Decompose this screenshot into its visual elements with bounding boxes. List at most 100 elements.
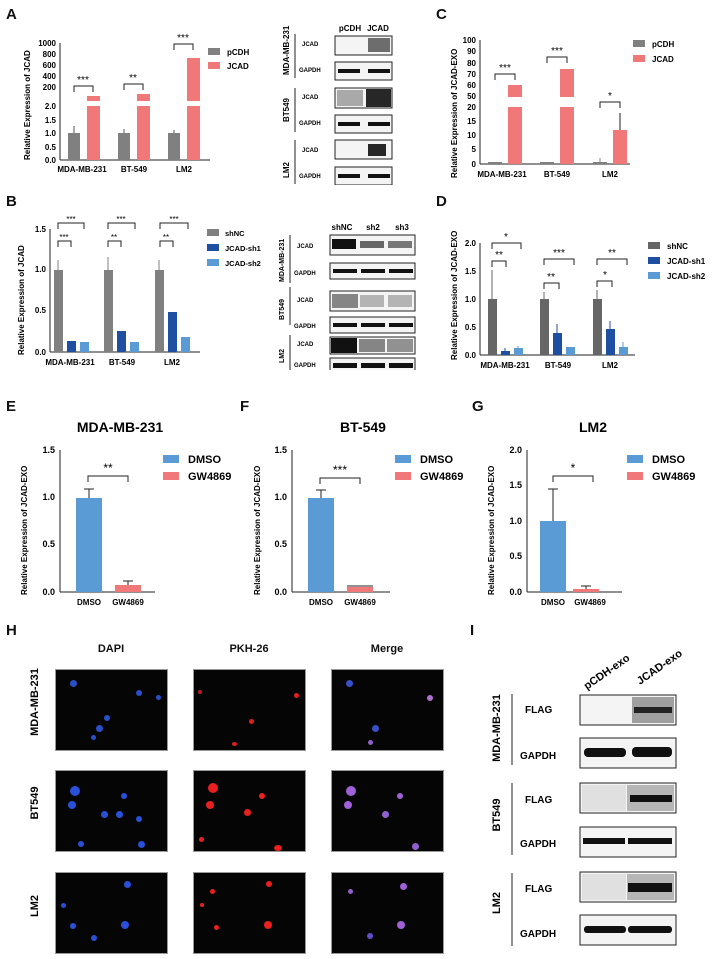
svg-text:***: *** — [77, 75, 89, 86]
chart-d: Relative Expression of JCAD-EXO 2.0 1.5 1.… — [450, 231, 706, 370]
svg-text:0.5: 0.5 — [35, 306, 47, 315]
svg-text:800: 800 — [43, 50, 57, 59]
micrograph-merge-lm2 — [331, 872, 444, 954]
svg-text:DMSO: DMSO — [420, 454, 453, 466]
svg-text:***: *** — [499, 63, 511, 74]
svg-text:LM2: LM2 — [602, 361, 619, 370]
svg-text:JCAD: JCAD — [297, 342, 314, 348]
svg-text:JCAD: JCAD — [302, 95, 319, 101]
svg-text:JCAD: JCAD — [367, 24, 389, 33]
svg-text:BT-549: BT-549 — [545, 361, 572, 370]
svg-text:GAPDH: GAPDH — [294, 363, 316, 369]
panel-g-letter: G — [472, 398, 484, 415]
panel-h-letter: H — [6, 622, 17, 639]
svg-text:JCAD: JCAD — [297, 298, 314, 304]
svg-text:DMSO: DMSO — [77, 598, 101, 605]
svg-text:MDA-MB-231: MDA-MB-231 — [491, 694, 503, 762]
micrograph-pkh26-lm2 — [193, 872, 306, 954]
chart-c: Relative Expression of JCAD-EXO 10090807… — [450, 36, 674, 179]
svg-text:60: 60 — [467, 81, 476, 90]
svg-text:GAPDH: GAPDH — [299, 121, 321, 127]
svg-text:80: 80 — [467, 59, 476, 68]
svg-text:pCDH: pCDH — [339, 24, 361, 33]
svg-text:1.0: 1.0 — [509, 516, 522, 526]
chart-f: BT-549 Relative Expression of JCAD-EXO 1… — [253, 419, 463, 605]
panel-c-letter: C — [436, 6, 447, 23]
svg-text:20: 20 — [467, 103, 476, 112]
h-row-labels: MDA-MB-231 BT549 LM2 — [29, 668, 41, 917]
svg-text:pCDH-exo: pCDH-exo — [582, 652, 633, 692]
svg-text:JCAD: JCAD — [227, 62, 249, 71]
svg-text:70: 70 — [467, 70, 476, 79]
svg-text:Relative Expression of JCAD-EX: Relative Expression of JCAD-EXO — [450, 231, 459, 360]
svg-text:LM2: LM2 — [602, 170, 619, 179]
svg-text:5: 5 — [472, 145, 477, 154]
svg-text:BT-549: BT-549 — [544, 170, 571, 179]
svg-text:1.0: 1.0 — [45, 129, 57, 138]
svg-text:Relative Expression of JCAD-EX: Relative Expression of JCAD-EXO — [487, 466, 496, 595]
svg-text:50: 50 — [467, 92, 476, 101]
svg-text:GW4869: GW4869 — [574, 598, 606, 605]
svg-text:Relative Expression of JCAD-EX: Relative Expression of JCAD-EXO — [20, 466, 29, 595]
svg-text:LM2: LM2 — [279, 349, 286, 363]
svg-text:15: 15 — [467, 117, 476, 126]
micrograph-dapi-bt549 — [55, 770, 168, 852]
svg-text:*: * — [571, 461, 576, 475]
svg-text:2.0: 2.0 — [45, 102, 57, 111]
svg-text:200: 200 — [43, 83, 57, 92]
svg-text:1.5: 1.5 — [509, 480, 522, 490]
svg-text:GW4869: GW4869 — [420, 471, 463, 483]
svg-text:0.5: 0.5 — [509, 551, 522, 561]
svg-text:GAPDH: GAPDH — [299, 68, 321, 74]
svg-text:**: ** — [111, 233, 117, 242]
svg-text:GW4869: GW4869 — [344, 598, 376, 605]
svg-text:MDA-MB-231: MDA-MB-231 — [77, 419, 164, 435]
svg-text:JCAD: JCAD — [652, 55, 674, 64]
svg-text:0.5: 0.5 — [45, 143, 57, 152]
micrograph-pkh26-mda — [193, 669, 306, 751]
svg-text:LM2: LM2 — [176, 165, 193, 174]
panel-b-letter: B — [6, 193, 17, 210]
svg-text:DMSO: DMSO — [652, 454, 685, 466]
panel-i-letter: I — [470, 622, 475, 639]
chart-g: LM2 Relative Expression of JCAD-EXO 2.0 1… — [487, 419, 695, 605]
svg-text:0.5: 0.5 — [465, 323, 477, 332]
svg-text:0.5: 0.5 — [42, 539, 55, 549]
svg-text:1.0: 1.0 — [465, 295, 477, 304]
svg-text:DMSO: DMSO — [541, 598, 565, 605]
svg-text:0: 0 — [472, 160, 477, 169]
svg-text:Relative Expression of JCAD-EX: Relative Expression of JCAD-EXO — [253, 466, 262, 595]
micrograph-merge-bt549 — [331, 770, 444, 852]
micrograph-pkh26-bt549 — [193, 770, 306, 852]
svg-text:LM2: LM2 — [491, 892, 503, 914]
svg-text:1.5: 1.5 — [35, 225, 47, 234]
micrograph-dapi-lm2 — [55, 872, 168, 954]
svg-text:GAPDH: GAPDH — [294, 271, 316, 277]
panel-d-letter: D — [436, 193, 447, 210]
svg-text:**: ** — [495, 250, 503, 261]
svg-text:MDA-MB-231: MDA-MB-231 — [480, 361, 530, 370]
blot-i: pCDH-exo JCAD-exo MDA-MB-231 BT549 LM2 F… — [491, 647, 685, 946]
svg-text:600: 600 — [43, 61, 57, 70]
svg-text:0.0: 0.0 — [465, 351, 477, 360]
svg-text:1.0: 1.0 — [42, 492, 55, 502]
svg-text:GW4869: GW4869 — [112, 598, 144, 605]
panel-e-letter: E — [6, 398, 17, 415]
svg-text:***: *** — [553, 248, 565, 259]
svg-text:JCAD-sh2: JCAD-sh2 — [667, 272, 706, 281]
svg-text:DMSO: DMSO — [188, 454, 221, 466]
svg-text:***: *** — [59, 233, 68, 242]
svg-text:BT-549: BT-549 — [340, 419, 386, 435]
svg-text:GAPDH: GAPDH — [294, 324, 316, 330]
svg-text:BT549: BT549 — [29, 786, 41, 819]
svg-text:LM2: LM2 — [579, 419, 607, 435]
svg-text:FLAG: FLAG — [525, 884, 552, 895]
svg-text:**: ** — [129, 73, 137, 84]
svg-text:1.5: 1.5 — [42, 445, 55, 455]
svg-text:JCAD: JCAD — [297, 244, 314, 250]
svg-text:BT549: BT549 — [279, 299, 286, 320]
svg-text:JCAD-sh1: JCAD-sh1 — [667, 257, 706, 266]
svg-text:JCAD-sh2: JCAD-sh2 — [225, 259, 261, 268]
svg-text:BT-549: BT-549 — [121, 165, 148, 174]
svg-text:FLAG: FLAG — [525, 705, 552, 716]
